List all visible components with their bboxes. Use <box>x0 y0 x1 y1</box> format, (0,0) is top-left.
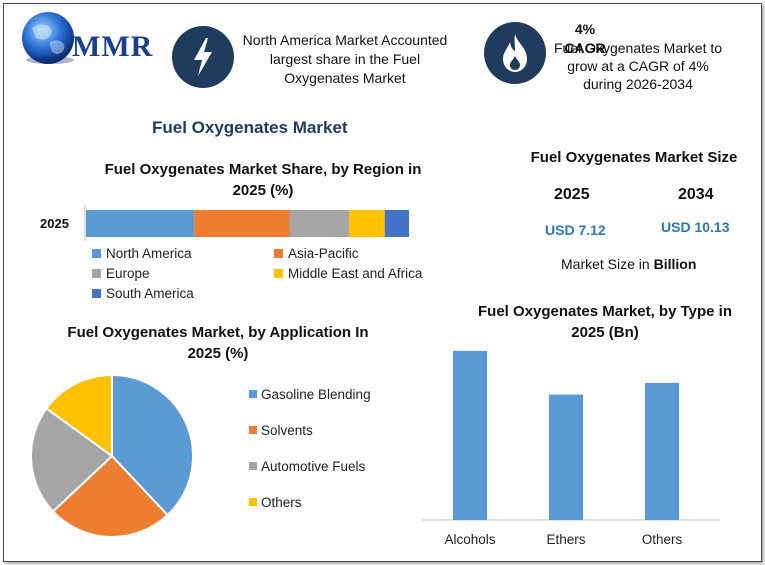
type-category-label: Ethers <box>546 532 585 547</box>
type-category-label: Alcohols <box>444 532 495 547</box>
market-size-unit-prefix: Market Size in <box>561 256 654 272</box>
info2-text: Fuel Oxygenates Market to grow at a CAGR… <box>553 40 723 92</box>
type-bar-others <box>645 382 679 520</box>
globe-icon <box>22 12 74 64</box>
region-chart-title: Fuel Oxygenates Market Share, by Region … <box>104 161 422 199</box>
pie-slice-gasoline-blending <box>111 373 194 517</box>
type-category-label: Others <box>642 532 683 547</box>
pie-slice-solvents <box>51 454 169 538</box>
pie-legend-swatch <box>249 462 257 470</box>
market-size-value-2034: USD 10.13 <box>661 219 730 235</box>
region-legend-label: Asia-Pacific <box>288 246 359 261</box>
mmr-logo <box>22 12 74 64</box>
region-bar-segment-asia-pacific <box>194 210 290 237</box>
region-legend-label: South America <box>106 286 194 301</box>
region-stacked-bar-chart: 2025 North America Asia-Pacific Europe Midd… <box>40 205 423 301</box>
market-size-unit: Market Size in Billion <box>561 256 696 272</box>
pie-slice-automotive-fuels <box>30 406 114 513</box>
info1-text: North America Market Accounted largest s… <box>242 32 448 86</box>
pie-legend-label: Gasoline Blending <box>261 387 371 402</box>
region-legend-swatch <box>274 249 283 258</box>
region-legend-label: Europe <box>106 266 150 281</box>
type-bar-ethers <box>549 394 583 520</box>
info-flame-badge <box>484 22 546 84</box>
pie-legend-label: Automotive Fuels <box>261 459 366 474</box>
type-bar-chart: Alcohols Ethers Others <box>422 350 720 547</box>
lightning-bolt-icon <box>194 38 212 76</box>
pie-legend-label: Solvents <box>261 423 313 438</box>
pie-legend-label: Others <box>261 495 302 510</box>
market-size-year-2034: 2034 <box>678 186 714 203</box>
application-chart-title: Fuel Oxygenates Market, by Application I… <box>67 324 369 362</box>
region-legend-label: Middle East and Africa <box>288 266 423 281</box>
region-legend-swatch <box>92 249 101 258</box>
market-size-title: Fuel Oxygenates Market Size <box>530 149 738 166</box>
market-size-unit-bold: Billion <box>653 256 697 272</box>
region-legend-swatch <box>92 269 101 278</box>
info2-title: 4% CAGR <box>564 21 606 56</box>
flame-icon <box>503 34 527 72</box>
region-category-label: 2025 <box>40 216 69 231</box>
region-legend-swatch <box>92 289 101 298</box>
region-bar-segment-north-america <box>86 210 195 237</box>
region-legend-label: North America <box>106 246 192 261</box>
pie-legend-swatch <box>249 498 257 506</box>
page-title: Fuel Oxygenates Market <box>152 118 348 137</box>
market-size-value-2025: USD 7.12 <box>545 222 606 238</box>
region-bar-segment-europe <box>289 210 350 237</box>
region-bar-segment-middle-east-and-africa <box>349 210 385 237</box>
region-legend-swatch <box>274 269 283 278</box>
logo-text: MMR <box>72 30 154 63</box>
info-lightning-badge <box>172 26 234 88</box>
pie-legend-swatch <box>249 426 257 434</box>
region-bar-segment-south-america <box>384 210 409 237</box>
pie-legend-swatch <box>249 390 257 398</box>
application-pie-chart: Gasoline Blending Solvents Automotive Fuel… <box>30 373 371 538</box>
type-bar-alcohols <box>453 350 487 520</box>
pie-slice-others <box>45 373 113 458</box>
type-chart-title: Fuel Oxygenates Market, by Type in 2025 … <box>478 303 732 341</box>
market-size-year-2025: 2025 <box>554 186 590 203</box>
